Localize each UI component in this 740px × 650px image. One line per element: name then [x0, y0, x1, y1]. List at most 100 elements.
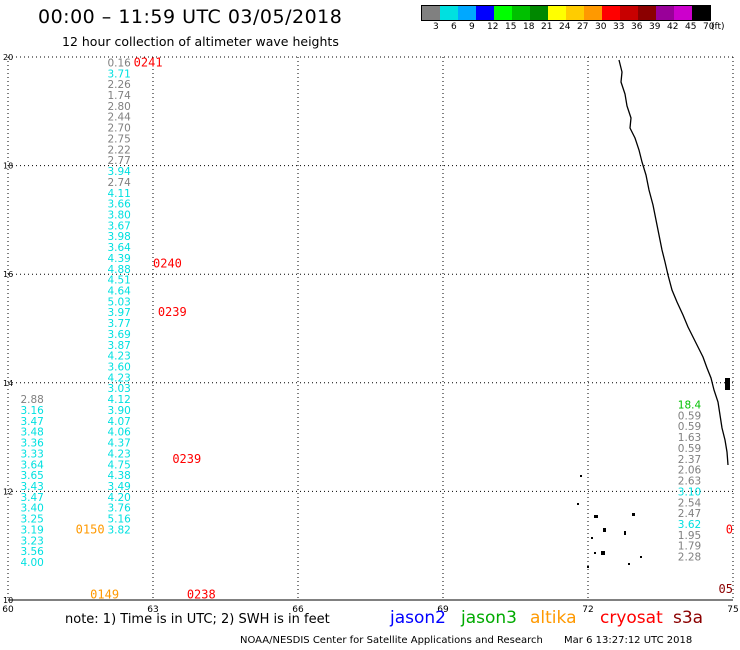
- pass-time-label: 0239: [158, 305, 187, 319]
- wave-height-value: 3.80: [107, 209, 130, 221]
- satellite-altika: altika: [530, 608, 577, 628]
- wave-height-value: 3.76: [107, 503, 131, 515]
- pass-time-label: 0149: [90, 588, 119, 602]
- wave-height-value: 3.47: [20, 492, 43, 504]
- wave-height-value: 3.36: [20, 438, 44, 450]
- wave-height-value: 3.48: [20, 427, 43, 439]
- wave-height-value: 1.63: [678, 432, 701, 444]
- wave-height-value: 3.69: [107, 329, 130, 341]
- x-tick-label: 69: [437, 605, 449, 615]
- y-tick-label: 10: [3, 596, 13, 605]
- wave-height-value: 4.06: [107, 427, 131, 439]
- wave-height-value: 3.67: [107, 220, 130, 232]
- y-tick-label: 20: [3, 53, 13, 62]
- wave-height-value: 1.79: [678, 541, 701, 553]
- wave-height-value: 5.16: [107, 514, 131, 526]
- wave-height-value: 2.37: [678, 454, 701, 466]
- legend-label: 3: [433, 22, 439, 32]
- wave-height-value: 3.64: [107, 242, 131, 254]
- wave-height-value: 2.28: [678, 552, 701, 564]
- wave-height-labels: 0.163.712.261.742.802.442.702.752.222.77…: [20, 57, 701, 569]
- wave-height-value: 3.16: [20, 405, 44, 417]
- wave-height-value: 3.19: [20, 524, 43, 536]
- legend-swatch: [512, 6, 530, 20]
- legend-swatch: [656, 6, 674, 20]
- wave-height-value: 5.03: [107, 296, 130, 308]
- x-tick-label: 72: [582, 605, 593, 615]
- wave-height-value: 3.60: [107, 362, 130, 374]
- wave-height-value: 3.62: [678, 519, 701, 531]
- wave-height-value: 0.59: [678, 443, 701, 455]
- legend-swatch: [476, 6, 494, 20]
- wave-height-value: 4.20: [107, 492, 130, 504]
- wave-height-value: 3.33: [20, 448, 43, 460]
- legend-swatch: [602, 6, 620, 20]
- pass-time-labels: 0241 0240 0239 0239 0238 0150 0149 0 05: [76, 55, 733, 601]
- wave-height-value: 3.98: [107, 231, 130, 243]
- wave-height-value: 0.59: [678, 421, 701, 433]
- legend-label: 24: [559, 22, 571, 32]
- wave-height-value: 2.63: [678, 476, 701, 488]
- wave-height-value: 2.77: [107, 155, 130, 167]
- legend-label: 18: [523, 22, 535, 32]
- wave-height-value: 3.82: [107, 524, 130, 536]
- legend-label: 42: [667, 22, 679, 32]
- wave-height-value: 3.10: [678, 486, 701, 498]
- wave-height-value: 3.23: [20, 535, 43, 547]
- wave-height-value: 3.66: [107, 199, 131, 211]
- legend-swatch: [674, 6, 692, 20]
- legend-label: 39: [649, 22, 661, 32]
- legend-swatch: [494, 6, 512, 20]
- legend-label: 15: [505, 22, 517, 32]
- legend-label: 6: [451, 22, 457, 32]
- wave-height-value: 4.88: [107, 264, 130, 276]
- coastline: [618, 59, 729, 466]
- wave-height-value: 2.06: [678, 465, 702, 477]
- x-tick-label: 60: [2, 605, 14, 615]
- wave-height-value: 4.11: [107, 188, 130, 200]
- legend-swatch: [440, 6, 458, 20]
- legend-swatch: [422, 6, 440, 20]
- wave-height-value: 4.64: [107, 285, 131, 297]
- axis-tick-labels: 60 63 66 69 72 75 10 12 14 16 18 20: [2, 53, 738, 615]
- wave-height-value: 4.23: [107, 351, 130, 363]
- wave-height-value: 3.49: [107, 481, 130, 493]
- satellite-jason2: jason2: [390, 608, 446, 628]
- wave-height-value: 4.07: [107, 416, 130, 428]
- wave-height-value: 2.70: [107, 123, 130, 135]
- legend-label: 9: [469, 22, 475, 32]
- grid-lines: [7, 56, 734, 601]
- wave-height-value: 2.74: [107, 177, 131, 189]
- wave-height-value: 2.75: [107, 133, 130, 145]
- wave-height-value: 1.95: [678, 530, 701, 542]
- wave-height-value: 3.43: [20, 481, 43, 493]
- legend-label: 21: [541, 22, 553, 32]
- render-timestamp: Mar 6 13:27:12 UTC 2018: [564, 635, 693, 646]
- chart-title: 00:00 – 11:59 UTC 03/05/2018: [38, 6, 343, 28]
- x-tick-label: 75: [727, 605, 738, 615]
- footer-note: note: 1) Time is in UTC; 2) SWH is in fe…: [65, 612, 330, 627]
- pass-time-label: 0241: [134, 55, 163, 69]
- islands: [577, 378, 730, 568]
- legend-label: 70: [703, 22, 715, 32]
- wave-height-value: 4.75: [107, 459, 130, 471]
- satellite-jason3: jason3: [461, 608, 517, 628]
- wave-height-value: 3.94: [107, 166, 131, 178]
- wave-height-value: 4.23: [107, 448, 130, 460]
- x-tick-label: 66: [292, 605, 304, 615]
- wave-height-value: 4.38: [107, 470, 130, 482]
- legend-swatch: [584, 6, 602, 20]
- wave-height-value: 3.47: [20, 416, 43, 428]
- legend-label: 45: [685, 22, 697, 32]
- wave-height-value: 2.22: [107, 144, 130, 156]
- wave-height-value: 2.88: [20, 394, 43, 406]
- legend-swatch: [692, 6, 710, 20]
- wave-height-value: 3.03: [107, 383, 130, 395]
- y-tick-label: 12: [3, 487, 13, 496]
- legend-label: 27: [577, 22, 589, 32]
- legend-swatch: [566, 6, 584, 20]
- pass-time-label: 0240: [153, 256, 182, 270]
- legend-label: 36: [631, 22, 643, 32]
- wave-height-value: 3.64: [20, 459, 44, 471]
